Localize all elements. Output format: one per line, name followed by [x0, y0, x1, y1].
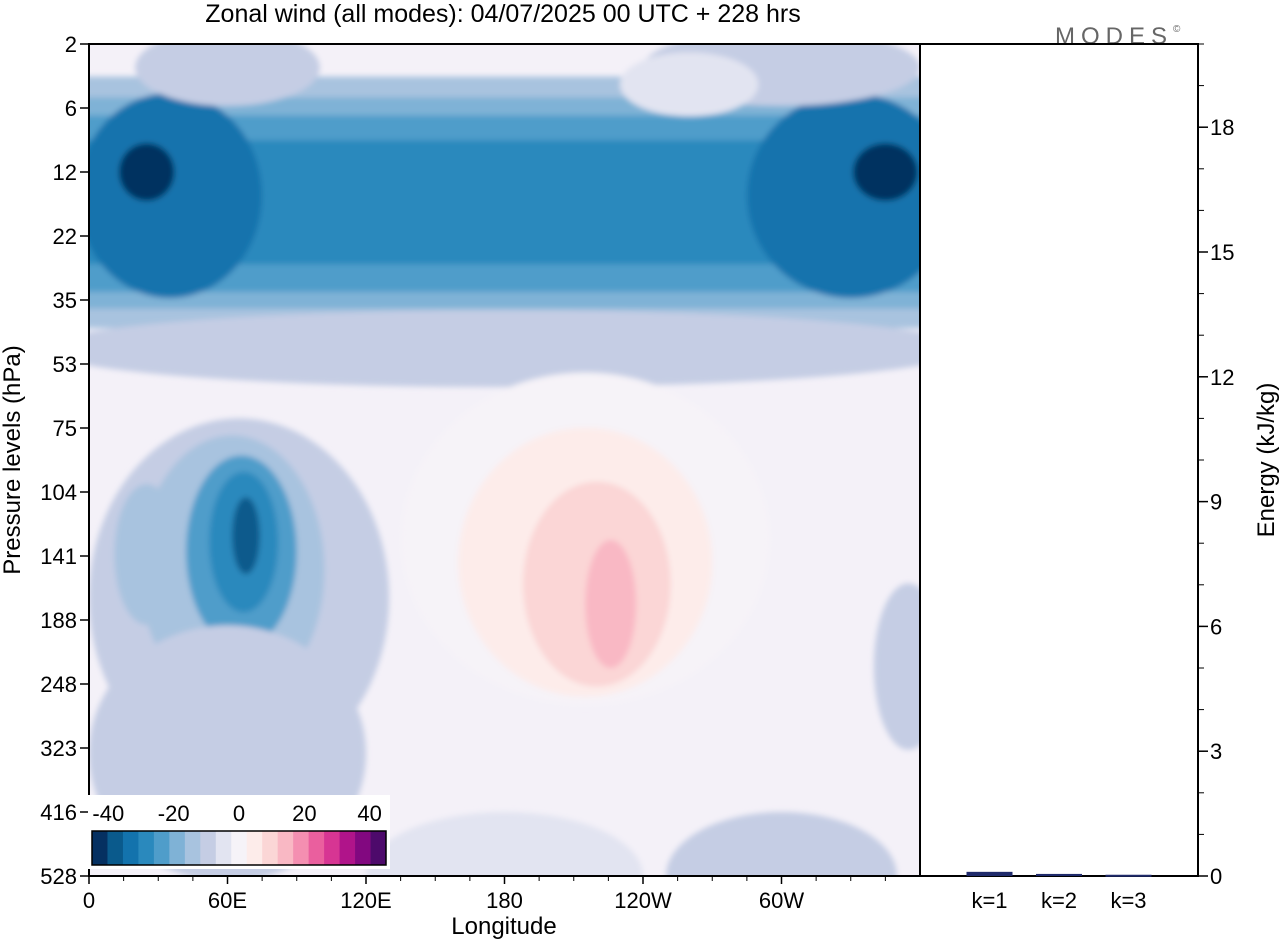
colorbar-swatch [200, 831, 217, 865]
colorbar-swatch [122, 831, 139, 865]
y-tick-label: 75 [53, 416, 77, 441]
westerly-core [585, 540, 637, 669]
energy-tick-label: 12 [1210, 365, 1234, 390]
energy-x-axis: k=1 k=2 k=3 [971, 888, 1146, 913]
colorbar-swatch [92, 831, 108, 865]
energy-tick-label: 3 [1210, 739, 1222, 764]
colorbar-label: -20 [158, 801, 190, 826]
energy-category-label: k=2 [1041, 888, 1077, 913]
colorbar-swatch [339, 831, 356, 865]
energy-axis-title: Energy (kJ/kg) [1253, 383, 1280, 538]
colorbar-swatch [370, 831, 387, 865]
easterly-trop-core [232, 497, 260, 575]
y-tick-label: 323 [40, 736, 77, 761]
y-tick-label: 141 [40, 544, 77, 569]
colorbar-swatch [107, 831, 124, 865]
x-tick-label: 0 [83, 888, 95, 913]
y-tick-label: 6 [65, 96, 77, 121]
energy-tick-label: 9 [1210, 490, 1222, 515]
x-tick-label: 120E [340, 888, 391, 913]
colorbar-swatch [355, 831, 371, 865]
lower-strat-ring [89, 310, 920, 388]
y-axis-title: Pressure levels (hPa) [0, 345, 26, 574]
y-tick-label: 12 [53, 160, 77, 185]
y-tick-label: 35 [53, 288, 77, 313]
y-tick-label: 528 [40, 864, 77, 889]
energy-bar [966, 871, 1013, 876]
y-tick-label: 22 [53, 224, 77, 249]
y-tick-label: 248 [40, 672, 77, 697]
energy-category-label: k=3 [1110, 888, 1146, 913]
colorbar-swatch [246, 831, 263, 865]
colorbar-label: -40 [92, 801, 124, 826]
heatmap-y-axis: 2 6 12 22 35 53 75 104 141 188 248 323 416 528 [40, 32, 89, 889]
x-tick-label: 60E [208, 888, 247, 913]
colorbar-swatch [324, 831, 340, 865]
heatmap-x-axis: 0 60E 120E 180 120W 60W [83, 876, 886, 913]
energy-bars [966, 871, 1152, 877]
energy-tick-label: 18 [1210, 115, 1234, 140]
y-tick-label: 188 [40, 608, 77, 633]
energy-tick-label: 15 [1210, 240, 1234, 265]
bottom-calm-2 [666, 812, 897, 876]
wind-field [89, 44, 920, 876]
colorbar-swatch [308, 831, 325, 865]
easterly-core-west [119, 143, 175, 201]
y-tick-label: 53 [53, 352, 77, 377]
x-axis-title: Longitude [451, 913, 556, 940]
energy-y-axis: 0 3 6 9 12 15 18 [1198, 43, 1234, 889]
colorbar-label: 20 [292, 801, 316, 826]
energy-tick-label: 0 [1210, 864, 1222, 889]
colorbar-swatch [215, 831, 232, 865]
x-tick-label: 120W [614, 888, 672, 913]
x-tick-label: 60W [759, 888, 804, 913]
easterly-trop-side [114, 484, 180, 625]
upper-weak-west [135, 44, 320, 107]
colorbar-frame [91, 830, 387, 866]
heatmap-panel: 0 60E 120E 180 120W 60W 2 6 12 22 35 53 75 104 141 188… [0, 32, 921, 940]
y-tick-label: 104 [40, 480, 77, 505]
colorbar-swatch [169, 831, 186, 865]
bottom-calm-1 [366, 812, 643, 876]
upper-calm [619, 52, 759, 117]
y-tick-label: 416 [40, 800, 77, 825]
colorbar-label: 0 [233, 801, 245, 826]
x-tick-label: 180 [486, 888, 523, 913]
chart-title: Zonal wind (all modes): 04/07/2025 00 UT… [205, 0, 800, 28]
east-edge-easterly [873, 583, 920, 750]
energy-bar [1105, 874, 1152, 877]
colorbar-swatch [231, 831, 248, 865]
y-tick-label: 2 [65, 32, 77, 57]
energy-frame [919, 43, 1199, 877]
easterly-jet-west [89, 93, 263, 298]
colorbar-swatch [138, 831, 155, 865]
colorbar-swatch [262, 831, 279, 865]
energy-category-label: k=1 [971, 888, 1007, 913]
copyright-mark: © [1173, 24, 1181, 35]
energy-bar [1036, 873, 1082, 876]
colorbar-swatch [184, 831, 201, 865]
colorbar: -40 -20 0 20 40 [88, 795, 390, 869]
colorbar-swatch [153, 831, 170, 865]
colorbar-label: 40 [357, 801, 381, 826]
easterly-core-east [853, 143, 918, 201]
colorbar-swatch [277, 831, 294, 865]
energy-tick-label: 6 [1210, 614, 1222, 639]
energy-panel: k=1 k=2 k=3 0 3 6 9 12 15 18 Energy (kJ/kg) [919, 43, 1280, 913]
colorbar-swatch [293, 831, 310, 865]
